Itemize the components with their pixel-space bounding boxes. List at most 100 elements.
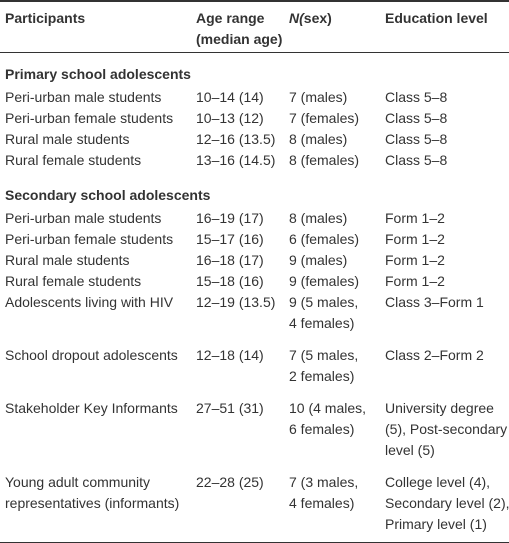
cell-text: Primary level (1) bbox=[385, 516, 487, 532]
table-cell: 9 (5 males, 4 females) bbox=[284, 292, 380, 345]
cell-text: Form 1–2 bbox=[385, 210, 445, 226]
table-cell: Stakeholder Key Informants bbox=[0, 398, 191, 472]
table-cell: Form 1–2 bbox=[380, 250, 509, 271]
header-cell: Age range (median age) bbox=[191, 1, 284, 53]
table-cell: Form 1–2 bbox=[380, 208, 509, 229]
table-cell: Class 5–8 bbox=[380, 150, 509, 171]
section-title: Primary school adolescents bbox=[5, 66, 191, 82]
cell-text: 6 (females) bbox=[289, 231, 360, 247]
table-cell: Rural female students bbox=[0, 150, 191, 171]
section-row: Primary school adolescents bbox=[0, 53, 509, 88]
header-row: Participants Age range (median age) N(sex) E… bbox=[0, 1, 509, 53]
cell-text: 7 (males) bbox=[289, 89, 348, 105]
table-cell: 10–13 (12) bbox=[191, 108, 284, 129]
table-cell: Rural female students bbox=[0, 271, 191, 292]
table-cell: Form 1–2 bbox=[380, 229, 509, 250]
cell-text: representatives (informants) bbox=[5, 495, 180, 511]
header-cell: Education level bbox=[380, 1, 509, 53]
table-cell: 8 (males) bbox=[284, 129, 380, 150]
table-cell: 9 (females) bbox=[284, 271, 380, 292]
cell-text: Young adult community bbox=[5, 474, 151, 490]
cell-text: 8 (males) bbox=[289, 210, 348, 226]
cell-text: Class 2–Form 2 bbox=[385, 347, 484, 363]
table-cell: Class 5–8 bbox=[380, 108, 509, 129]
table-cell: Peri-urban female students bbox=[0, 229, 191, 250]
cell-text: Form 1–2 bbox=[385, 231, 445, 247]
table-cell: 9 (males) bbox=[284, 250, 380, 271]
table-cell: 12–16 (13.5) bbox=[191, 129, 284, 150]
cell-text: 8 (males) bbox=[289, 131, 348, 147]
table-body: Primary school adolescents Peri-urban mal… bbox=[0, 53, 509, 543]
cell-text: 12–18 (14) bbox=[196, 347, 264, 363]
table-cell: 27–51 (31) bbox=[191, 398, 284, 472]
cell-text: 2 females) bbox=[289, 368, 355, 384]
cell-text: level (5) bbox=[385, 442, 435, 458]
cell-text: 7 (5 males, bbox=[289, 347, 359, 363]
table-cell: 10 (4 males, 6 females) bbox=[284, 398, 380, 472]
cell-text: 9 (males) bbox=[289, 252, 348, 268]
table-cell: Peri-urban male students bbox=[0, 87, 191, 108]
cell-text: 15–17 (16) bbox=[196, 231, 264, 247]
table-cell: 22–28 (25) bbox=[191, 472, 284, 543]
cell-text: 27–51 (31) bbox=[196, 400, 264, 416]
cell-text: 4 females) bbox=[289, 315, 355, 331]
table-cell: 7 (males) bbox=[284, 87, 380, 108]
table-row: Adolescents living with HIV 12–19 (13.5) 9… bbox=[0, 292, 509, 345]
cell-text: College level (4), bbox=[385, 474, 491, 490]
header-cell: N(sex) bbox=[284, 1, 380, 53]
cell-text: Stakeholder Key Informants bbox=[5, 400, 178, 416]
cell-text: 4 females) bbox=[289, 495, 355, 511]
cell-text: 7 (females) bbox=[289, 110, 360, 126]
table-cell: 6 (females) bbox=[284, 229, 380, 250]
cell-text: 16–18 (17) bbox=[196, 252, 264, 268]
cell-text: Rural male students bbox=[5, 131, 130, 147]
table-row: School dropout adolescents 12–18 (14) 7 (5… bbox=[0, 345, 509, 398]
cell-text: Class 5–8 bbox=[385, 152, 448, 168]
cell-text: 12–16 (13.5) bbox=[196, 131, 276, 147]
table-header: Participants Age range (median age) N(sex) E… bbox=[0, 1, 509, 53]
cell-text: 10 (4 males, bbox=[289, 400, 367, 416]
cell-text: Rural male students bbox=[5, 252, 130, 268]
table-cell: 15–17 (16) bbox=[191, 229, 284, 250]
cell-text: Class 5–8 bbox=[385, 131, 448, 147]
cell-text: 9 (5 males, bbox=[289, 294, 359, 310]
table-cell: 16–18 (17) bbox=[191, 250, 284, 271]
section-row: Secondary school adolescents bbox=[0, 171, 509, 208]
cell-text: 10–13 (12) bbox=[196, 110, 264, 126]
table-cell: College level (4), Secondary level (2), Pr… bbox=[380, 472, 509, 543]
table-cell: 8 (females) bbox=[284, 150, 380, 171]
cell-text: 15–18 (16) bbox=[196, 273, 264, 289]
table-cell: School dropout adolescents bbox=[0, 345, 191, 398]
cell-text: Peri-urban female students bbox=[5, 110, 174, 126]
table-cell: Adolescents living with HIV bbox=[0, 292, 191, 345]
cell-text: Peri-urban female students bbox=[5, 231, 174, 247]
table-cell: 7 (females) bbox=[284, 108, 380, 129]
cell-text: 7 (3 males, bbox=[289, 474, 359, 490]
table-cell: 10–14 (14) bbox=[191, 87, 284, 108]
table-row: Rural male students 12–16 (13.5) 8 (males)… bbox=[0, 129, 509, 150]
cell-text: Age range bbox=[196, 10, 265, 26]
cell-text: Class 3–Form 1 bbox=[385, 294, 484, 310]
table-cell: Class 3–Form 1 bbox=[380, 292, 509, 345]
table-cell: 7 (3 males, 4 females) bbox=[284, 472, 380, 543]
table-cell: Peri-urban male students bbox=[0, 208, 191, 229]
cell-text: 22–28 (25) bbox=[196, 474, 264, 490]
cell-text: Form 1–2 bbox=[385, 252, 445, 268]
cell-text: Peri-urban male students bbox=[5, 210, 162, 226]
table-row: Stakeholder Key Informants 27–51 (31) 10 (… bbox=[0, 398, 509, 472]
cell-text: Form 1–2 bbox=[385, 273, 445, 289]
table-cell: Class 5–8 bbox=[380, 87, 509, 108]
table-cell: Rural male students bbox=[0, 129, 191, 150]
cell-text: N(sex) bbox=[289, 10, 332, 26]
table-row: Peri-urban male students 10–14 (14) 7 (mal… bbox=[0, 87, 509, 108]
cell-text: 13–16 (14.5) bbox=[196, 152, 276, 168]
cell-text: University degree bbox=[385, 400, 494, 416]
table-cell: Peri-urban female students bbox=[0, 108, 191, 129]
cell-text: 12–19 (13.5) bbox=[196, 294, 276, 310]
section-title: Secondary school adolescents bbox=[5, 187, 211, 203]
table-row: Rural male students 16–18 (17) 9 (males) Fo… bbox=[0, 250, 509, 271]
header-cell: Participants bbox=[0, 1, 191, 53]
cell-text: 16–19 (17) bbox=[196, 210, 264, 226]
